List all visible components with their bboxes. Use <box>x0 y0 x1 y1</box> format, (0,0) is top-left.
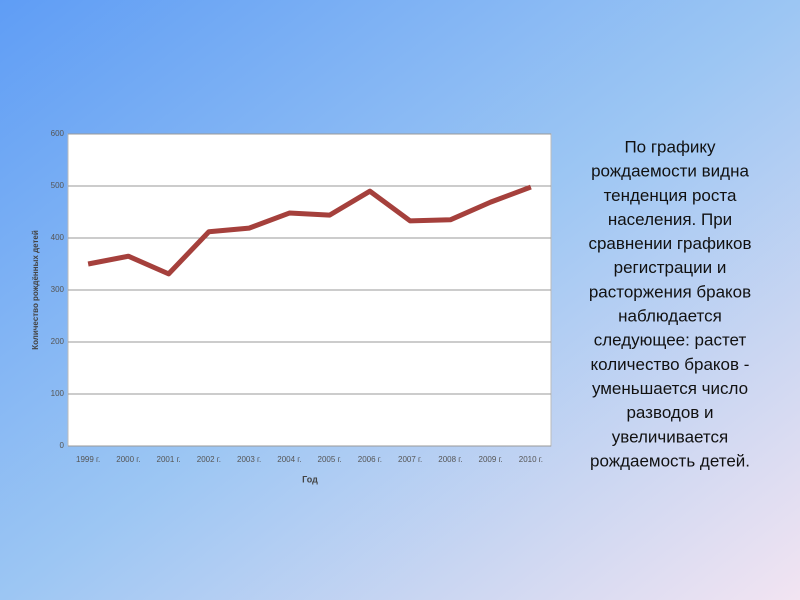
paragraph-line: разводов и <box>626 403 713 422</box>
paragraph-line: следующее: растет <box>594 331 747 350</box>
x-tick-label: 1999 г. <box>76 455 100 464</box>
x-tick-label: 2001 г. <box>157 455 181 464</box>
x-tick-label: 2003 г. <box>237 455 261 464</box>
x-tick-label: 2005 г. <box>318 455 342 464</box>
paragraph-line: рождаемость детей. <box>590 451 750 470</box>
y-axis-label: Количество рождённых детей <box>31 230 40 350</box>
x-tick-label: 2006 г. <box>358 455 382 464</box>
x-tick-label: 2000 г. <box>116 455 140 464</box>
data-line <box>87 184 532 277</box>
paragraph-line: расторжения браков <box>589 282 751 301</box>
x-axis-label: Год <box>302 474 318 484</box>
paragraph-line: сравнении графиков <box>588 234 751 253</box>
paragraph-line: уменьшается число <box>592 379 748 398</box>
y-tick-label: 200 <box>51 337 65 346</box>
x-tick-label: 2007 г. <box>398 455 422 464</box>
paragraph-line: тенденция роста <box>604 186 737 205</box>
y-tick-label: 100 <box>51 389 65 398</box>
paragraph-line: количество браков - <box>591 355 750 374</box>
paragraph-line: увеличивается <box>612 427 729 446</box>
paragraph-line: населения. При <box>608 210 732 229</box>
y-tick-label: 600 <box>51 129 65 138</box>
paragraph-line: По графику <box>624 137 716 156</box>
paragraph-line: регистрации и <box>614 258 727 277</box>
y-tick-label: 500 <box>51 181 65 190</box>
y-tick-label: 400 <box>51 233 65 242</box>
x-tick-label: 2009 г. <box>479 455 503 464</box>
x-tick-label: 2004 г. <box>277 455 301 464</box>
x-tick-label: 2008 г. <box>438 455 462 464</box>
y-tick-label: 0 <box>60 441 65 450</box>
paragraph-line: наблюдается <box>618 307 722 326</box>
x-tick-label: 2002 г. <box>197 455 221 464</box>
y-tick-label: 300 <box>51 285 65 294</box>
x-tick-label: 2010 г. <box>519 455 543 464</box>
paragraph-line: рождаемости видна <box>591 162 749 181</box>
